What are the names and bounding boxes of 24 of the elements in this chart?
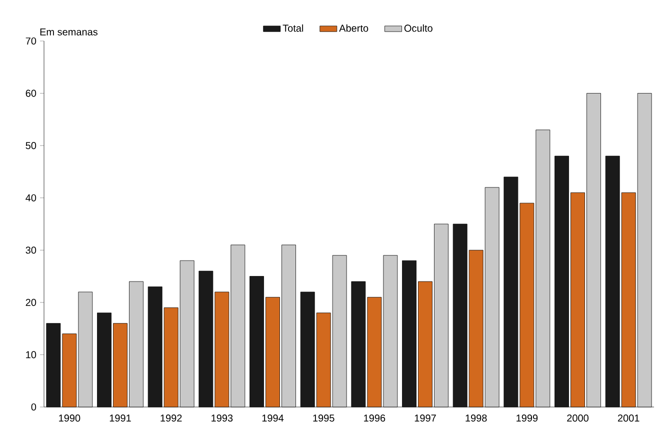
x-tick-label: 1994 [262, 414, 284, 422]
legend-label: Total [282, 24, 304, 32]
y-tick-label: 60 [26, 90, 36, 97]
y-axis-title: Em semanas [40, 28, 98, 36]
legend-label: Oculto [404, 24, 432, 32]
y-tick-label: 20 [26, 298, 36, 306]
y-tick-label: 50 [26, 142, 36, 150]
y-tick-label: 40 [26, 194, 36, 202]
x-tick-label: 1998 [466, 414, 487, 422]
y-tick-label: 30 [26, 246, 36, 254]
x-tick-label: 1990 [59, 414, 80, 422]
x-tick-label: 1993 [212, 414, 233, 422]
y-tick-label: 0 [31, 403, 36, 411]
y-tick-label: 10 [26, 351, 36, 358]
x-tick-label: 2000 [567, 414, 588, 422]
x-tick-label: 1996 [364, 414, 386, 422]
x-tick-label: 1995 [313, 414, 334, 422]
legend-label: Aberto [339, 24, 368, 32]
x-tick-label: 1991 [110, 414, 131, 422]
x-tick-label: 1992 [160, 414, 182, 422]
x-tick-label: 1997 [414, 414, 436, 422]
y-tick-label: 70 [26, 37, 36, 45]
x-tick-label: 1999 [516, 414, 538, 422]
x-tick-label: 2001 [618, 414, 640, 422]
